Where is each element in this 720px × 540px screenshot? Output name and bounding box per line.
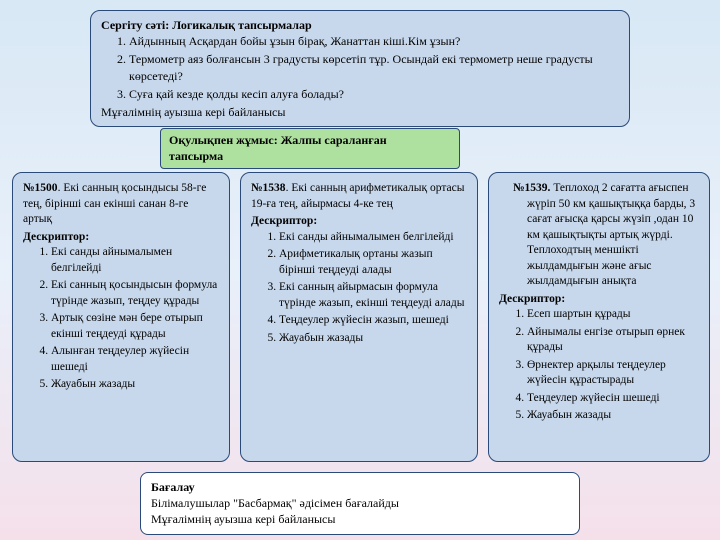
- list-item: Теңдеулер жүйесін жазып, шешеді: [279, 313, 467, 329]
- descriptor-list: Есеп шартын құрады Айнымалы енгізе отыры…: [499, 307, 699, 424]
- list-item: Екі санның айырмасын формула түрінде жаз…: [279, 280, 467, 311]
- list-item: Термометр аяз болғансын 3 градусты көрсе…: [129, 51, 619, 83]
- task-panel-1539: №1539. Теплоход 2 сағатта ағыспен жүріп …: [488, 172, 710, 462]
- warmup-footer: Мұғалімнің ауызша кері байланысы: [101, 104, 619, 120]
- descriptor-label: Дескриптор:: [23, 230, 219, 246]
- task-number: №1538: [251, 182, 286, 194]
- list-item: Теңдеулер жүйесін шешеді: [527, 391, 699, 407]
- warmup-list: Айдынның Асқардан бойы ұзын бірақ, Жанат…: [101, 33, 619, 102]
- task-text: Теплоход 2 сағатта ағыспен жүріп 50 км қ…: [527, 182, 695, 287]
- list-item: Айдынның Асқардан бойы ұзын бірақ, Жанат…: [129, 33, 619, 49]
- descriptor-label: Дескриптор:: [251, 214, 467, 230]
- textbook-line1: Оқулықпен жұмыс: Жалпы сараланған: [169, 133, 451, 149]
- task-panel-1500: №1500. Екі санның қосындысы 58-ге тең, б…: [12, 172, 230, 462]
- list-item: Екі санды айнымалымен белгілейді: [51, 245, 219, 276]
- task-number: №1500: [23, 182, 58, 194]
- list-item: Екі санды айнымалымен белгілейді: [279, 230, 467, 246]
- warmup-title: Сергіту сәті: Логикалық тапсырмалар: [101, 17, 619, 33]
- list-item: Айнымалы енгізе отырып өрнек құрады: [527, 325, 699, 356]
- assessment-title: Бағалау: [151, 479, 569, 495]
- list-item: Суға қай кезде қолды кесіп алуға болады?: [129, 86, 619, 102]
- textbook-line2: тапсырма: [169, 149, 451, 165]
- warmup-panel: Сергіту сәті: Логикалық тапсырмалар Айды…: [90, 10, 630, 127]
- task-lead: №1539. Теплоход 2 сағатта ағыспен жүріп …: [499, 181, 699, 290]
- descriptor-label: Дескриптор:: [499, 292, 699, 308]
- list-item: Жауабын жазады: [279, 331, 467, 347]
- task-panel-1538: №1538. Екі санның арифметикалық ортасы 1…: [240, 172, 478, 462]
- textbook-work-panel: Оқулықпен жұмыс: Жалпы сараланған тапсыр…: [160, 128, 460, 169]
- descriptor-list: Екі санды айнымалымен белгілейді Екі сан…: [23, 245, 219, 393]
- task-lead: №1538. Екі санның арифметикалық ортасы 1…: [251, 181, 467, 212]
- task-number: №1539.: [513, 182, 550, 194]
- list-item: Артық сөзіне мән бере отырып екінші теңд…: [51, 311, 219, 342]
- list-item: Жауабын жазады: [51, 377, 219, 393]
- list-item: Алынған теңдеулер жүйесін шешеді: [51, 344, 219, 375]
- list-item: Жауабын жазады: [527, 408, 699, 424]
- assessment-line1: Білімалушылар "Басбармақ" әдісімен бағал…: [151, 495, 569, 511]
- list-item: Есеп шартын құрады: [527, 307, 699, 323]
- list-item: Өрнектер арқылы теңдеулер жүйесін құраст…: [527, 358, 699, 389]
- descriptor-list: Екі санды айнымалымен белгілейді Арифмет…: [251, 230, 467, 347]
- list-item: Екі санның қосындысын формула түрінде жа…: [51, 278, 219, 309]
- assessment-panel: Бағалау Білімалушылар "Басбармақ" әдісім…: [140, 472, 580, 535]
- task-lead: №1500. Екі санның қосындысы 58-ге тең, б…: [23, 181, 219, 228]
- list-item: Арифметикалық ортаны жазып бірінші теңде…: [279, 247, 467, 278]
- assessment-line2: Мұғалімнің ауызша кері байланысы: [151, 511, 569, 527]
